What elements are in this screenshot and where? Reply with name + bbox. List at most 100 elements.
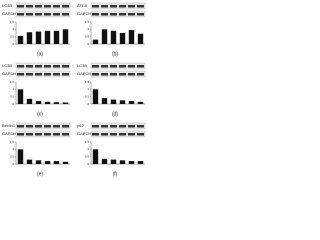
blot-band	[26, 73, 33, 76]
blot-band	[119, 13, 126, 16]
blot-band	[110, 133, 117, 136]
panel-label: (d)	[112, 111, 118, 117]
blot-band	[62, 5, 69, 8]
blot-band	[128, 73, 135, 76]
blot-frame	[90, 122, 146, 130]
y-tick-label: 0.5	[10, 34, 15, 38]
y-tick-label: 0	[12, 162, 14, 166]
blot-band	[26, 65, 33, 68]
bar	[119, 33, 126, 44]
bar	[101, 158, 108, 164]
y-tick-label: 1	[87, 27, 89, 31]
y-tick-label: 0.5	[85, 34, 90, 38]
blot-label: LC3B	[2, 63, 12, 68]
bar	[17, 89, 24, 104]
blot-band	[26, 133, 33, 136]
blot-band	[17, 125, 24, 128]
blot-band	[53, 125, 60, 128]
blot-frame	[15, 62, 71, 70]
blot-band	[128, 5, 135, 8]
blot-band	[53, 73, 60, 76]
y-tick-label: 0.5	[10, 154, 15, 158]
blot-label: LC3B	[2, 3, 12, 8]
blot-band	[119, 5, 126, 8]
bar	[44, 30, 51, 44]
blot-label: ATG5	[77, 3, 88, 8]
bar	[110, 159, 117, 164]
bar	[110, 99, 117, 104]
blot-frame	[90, 130, 146, 138]
blot-band	[44, 13, 51, 16]
blot-band	[92, 13, 99, 16]
bar	[92, 39, 99, 44]
bar	[53, 102, 60, 104]
blot-band	[53, 133, 60, 136]
blot-band	[110, 125, 117, 128]
bar	[26, 98, 33, 104]
blot-band	[110, 5, 117, 8]
y-tick-label: 1.5	[10, 140, 15, 144]
y-tick-label: 1	[12, 87, 14, 91]
y-tick-label: 1.5	[85, 20, 90, 24]
y-tick-label: 1	[87, 87, 89, 91]
blot-band	[110, 13, 117, 16]
y-tick-label: 0.5	[85, 94, 90, 98]
blot-band	[119, 133, 126, 136]
blot-band	[44, 133, 51, 136]
blot-frame	[90, 10, 146, 18]
bar	[128, 101, 135, 104]
y-tick-label: 1.5	[85, 140, 90, 144]
bar	[53, 30, 60, 44]
blot-band	[53, 65, 60, 68]
blot-label: GAPDH	[2, 131, 16, 136]
blot-band	[137, 133, 144, 136]
panel-label: (e)	[37, 171, 43, 177]
bar	[92, 89, 99, 104]
blot-band	[101, 13, 108, 16]
blot-frame	[90, 62, 146, 70]
y-tick-label: 1.5	[10, 80, 15, 84]
blot-band	[137, 65, 144, 68]
bar	[35, 31, 42, 44]
blot-frame	[15, 122, 71, 130]
y-tick-label: 0.5	[85, 154, 90, 158]
panel-label: (c)	[37, 111, 43, 117]
y-tick-label: 0.5	[10, 94, 15, 98]
blot-band	[137, 73, 144, 76]
blot-band	[53, 5, 60, 8]
panel-label: (f)	[113, 171, 118, 177]
blot-band	[62, 65, 69, 68]
blot-band	[35, 5, 42, 8]
y-tick-label: 0	[87, 102, 89, 106]
bar	[62, 102, 69, 104]
bar	[35, 160, 42, 164]
bar	[128, 161, 135, 164]
blot-frame	[90, 2, 146, 10]
blot-band	[17, 5, 24, 8]
bar	[101, 29, 108, 44]
blot-band	[62, 13, 69, 16]
blot-label: p62	[77, 123, 84, 128]
y-tick-label: 1	[87, 147, 89, 151]
y-tick-label: 0	[87, 42, 89, 46]
bar	[44, 101, 51, 104]
blot-band	[119, 65, 126, 68]
blot-band	[26, 125, 33, 128]
bar	[119, 160, 126, 164]
blot-band	[101, 5, 108, 8]
blot-band	[44, 125, 51, 128]
blot-band	[62, 125, 69, 128]
blot-band	[53, 13, 60, 16]
blot-label: LC3B	[77, 63, 87, 68]
blot-band	[44, 73, 51, 76]
blot-frame	[15, 2, 71, 10]
blot-band	[128, 133, 135, 136]
bar	[26, 159, 33, 164]
bar	[119, 100, 126, 104]
bar	[137, 161, 144, 164]
blot-band	[92, 125, 99, 128]
blot-band	[35, 73, 42, 76]
bar	[137, 33, 144, 44]
blot-band	[26, 13, 33, 16]
bar	[110, 30, 117, 44]
